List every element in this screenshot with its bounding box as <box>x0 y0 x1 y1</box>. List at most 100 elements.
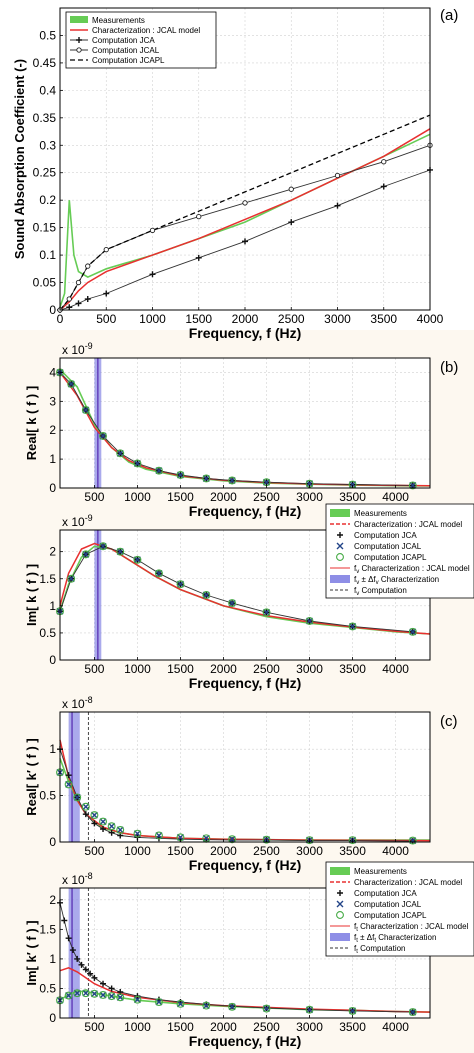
y-tick-label-b1: 4 <box>49 365 56 379</box>
legend-label-b2: fv Computation <box>354 586 407 597</box>
data-point-c1-2 <box>100 826 107 832</box>
y-tick-label-c2: 1 <box>49 952 56 966</box>
data-point-a-3 <box>242 200 248 206</box>
data-point-a-2 <box>288 219 295 226</box>
data-point-a-2 <box>149 271 156 278</box>
x-axis-label-c2: Frequency, f (Hz) <box>189 1033 302 1049</box>
data-point-c2-2 <box>100 980 107 987</box>
y-tick-label-b2: 1.5 <box>39 572 56 586</box>
data-point-c2-2 <box>82 966 89 973</box>
x-tick-label-a: 4000 <box>417 312 444 326</box>
legend-box-c2 <box>325 861 474 957</box>
data-point-c2-3 <box>90 990 98 998</box>
y-tick-label-a: 0.4 <box>39 83 56 97</box>
data-point-b2-4 <box>155 569 163 578</box>
data-point-b2-3 <box>99 542 107 550</box>
x-tick-label-b2: 1500 <box>167 662 194 676</box>
axes-frame-c1 <box>59 711 431 843</box>
data-point-c1-3 <box>116 826 124 834</box>
data-point-c1-4 <box>116 825 125 834</box>
legend-c2: Measurements Characterization : JCAL mode… <box>325 861 474 957</box>
x-tick-label-a: 1500 <box>185 312 212 326</box>
data-point-b2-3 <box>176 580 184 588</box>
data-point-c1-2 <box>91 820 98 827</box>
x-tick-label-b2: 500 <box>84 662 104 676</box>
data-point-c2-3 <box>82 989 90 997</box>
data-point-b2-4 <box>67 574 76 583</box>
y-tick-label-b2: 0.5 <box>39 626 56 640</box>
x-tick-label-b1: 3000 <box>296 490 323 504</box>
data-point-c2-2 <box>87 970 94 977</box>
data-point-c2-4 <box>348 1006 357 1015</box>
y-tick-label-b2: 2 <box>49 545 56 559</box>
data-point-c2-4 <box>133 995 142 1004</box>
data-point-b1-4 <box>202 474 211 483</box>
legend-label-c2: Characterization : JCAL model <box>354 878 462 887</box>
data-point-b1-3 <box>263 478 271 486</box>
data-point-c1-3 <box>82 803 90 811</box>
scale-factor-b2: x 10-9 <box>62 513 93 529</box>
plot-area-b1 <box>60 358 430 488</box>
legend-marker-b2 <box>336 542 344 550</box>
data-point-c2-4 <box>64 991 73 1000</box>
data-point-b1-3 <box>306 480 314 488</box>
y-axis-label-c2: Im[ k′ ( f ) ] <box>24 920 39 985</box>
x-tick-label-c2: 2500 <box>253 1020 280 1034</box>
data-point-b1-3 <box>349 481 357 489</box>
data-point-c1-3 <box>155 832 163 839</box>
data-point-b2-4 <box>81 550 90 559</box>
y-tick-label-c2: 0.5 <box>39 981 56 995</box>
legend-marker-b2 <box>337 532 343 538</box>
y-tick-label-c2: 2 <box>49 893 56 907</box>
data-point-b2-3 <box>263 608 271 616</box>
data-point-b1-4 <box>133 459 142 468</box>
data-point-c2-4 <box>202 1001 211 1010</box>
data-point-b2-3 <box>349 622 357 630</box>
data-point-a-3 <box>334 172 341 179</box>
axes-frame-b1 <box>59 357 431 489</box>
data-point-a-2 <box>66 304 73 311</box>
chart-a: 0 500 1000 1500 2000 2500 3000 3500 4000 0 0.05 0.1… <box>12 7 444 341</box>
x-tick-label-c2: 4000 <box>382 1020 409 1034</box>
data-point-c1-3 <box>176 833 184 841</box>
data-point-c1-2 <box>82 811 89 818</box>
legend-label-c2: Computation JCAL <box>354 900 422 909</box>
data-point-a-3 <box>149 227 156 234</box>
legend-label-a: Computation JCAPL <box>92 56 165 65</box>
data-point-c1-4 <box>73 793 82 802</box>
x-tick-label-c2: 500 <box>84 1020 104 1034</box>
y-tick-label-b1: 2 <box>49 423 56 437</box>
y-tick-label-b1: 0 <box>49 481 56 495</box>
data-point-c2-4 <box>408 1008 417 1017</box>
x-axis-label-c1: Frequency, f (Hz) <box>189 857 302 873</box>
x-tick-label-b2: 4000 <box>382 662 409 676</box>
data-point-b1-3 <box>409 481 417 489</box>
data-point-c2-4 <box>116 993 125 1002</box>
data-point-b2-4 <box>305 617 314 625</box>
data-point-c2-4 <box>81 989 90 998</box>
data-point-b1-3 <box>155 467 163 475</box>
legend-label-a: Computation JCA <box>92 36 155 45</box>
data-point-c1-4 <box>348 836 357 845</box>
data-point-b1-3 <box>99 432 107 440</box>
data-point-a-2 <box>334 202 341 209</box>
x-tick-label-a: 3500 <box>370 312 397 326</box>
x-tick-label-c1: 4000 <box>382 844 409 858</box>
x-tick-label-a: 2500 <box>278 312 305 326</box>
x-tick-label-b2: 3500 <box>339 662 366 676</box>
legend-label-c2: ft Computation <box>354 944 406 955</box>
data-point-b1-4 <box>116 449 125 458</box>
data-point-c2-4 <box>155 998 163 1006</box>
y-tick-label-a: 0.15 <box>33 221 57 235</box>
data-point-b1-4 <box>99 432 107 440</box>
series-line-a-3 <box>59 144 431 311</box>
data-point-c2-3 <box>409 1008 417 1016</box>
y-tick-label-a: 0.2 <box>39 193 56 207</box>
data-point-a-2 <box>84 296 91 303</box>
data-point-b1-3 <box>228 476 236 484</box>
data-point-c1-3 <box>99 818 107 826</box>
legend-swatch-b2 <box>330 575 350 583</box>
data-point-c2-4 <box>99 991 107 999</box>
data-point-a-3 <box>85 263 91 269</box>
